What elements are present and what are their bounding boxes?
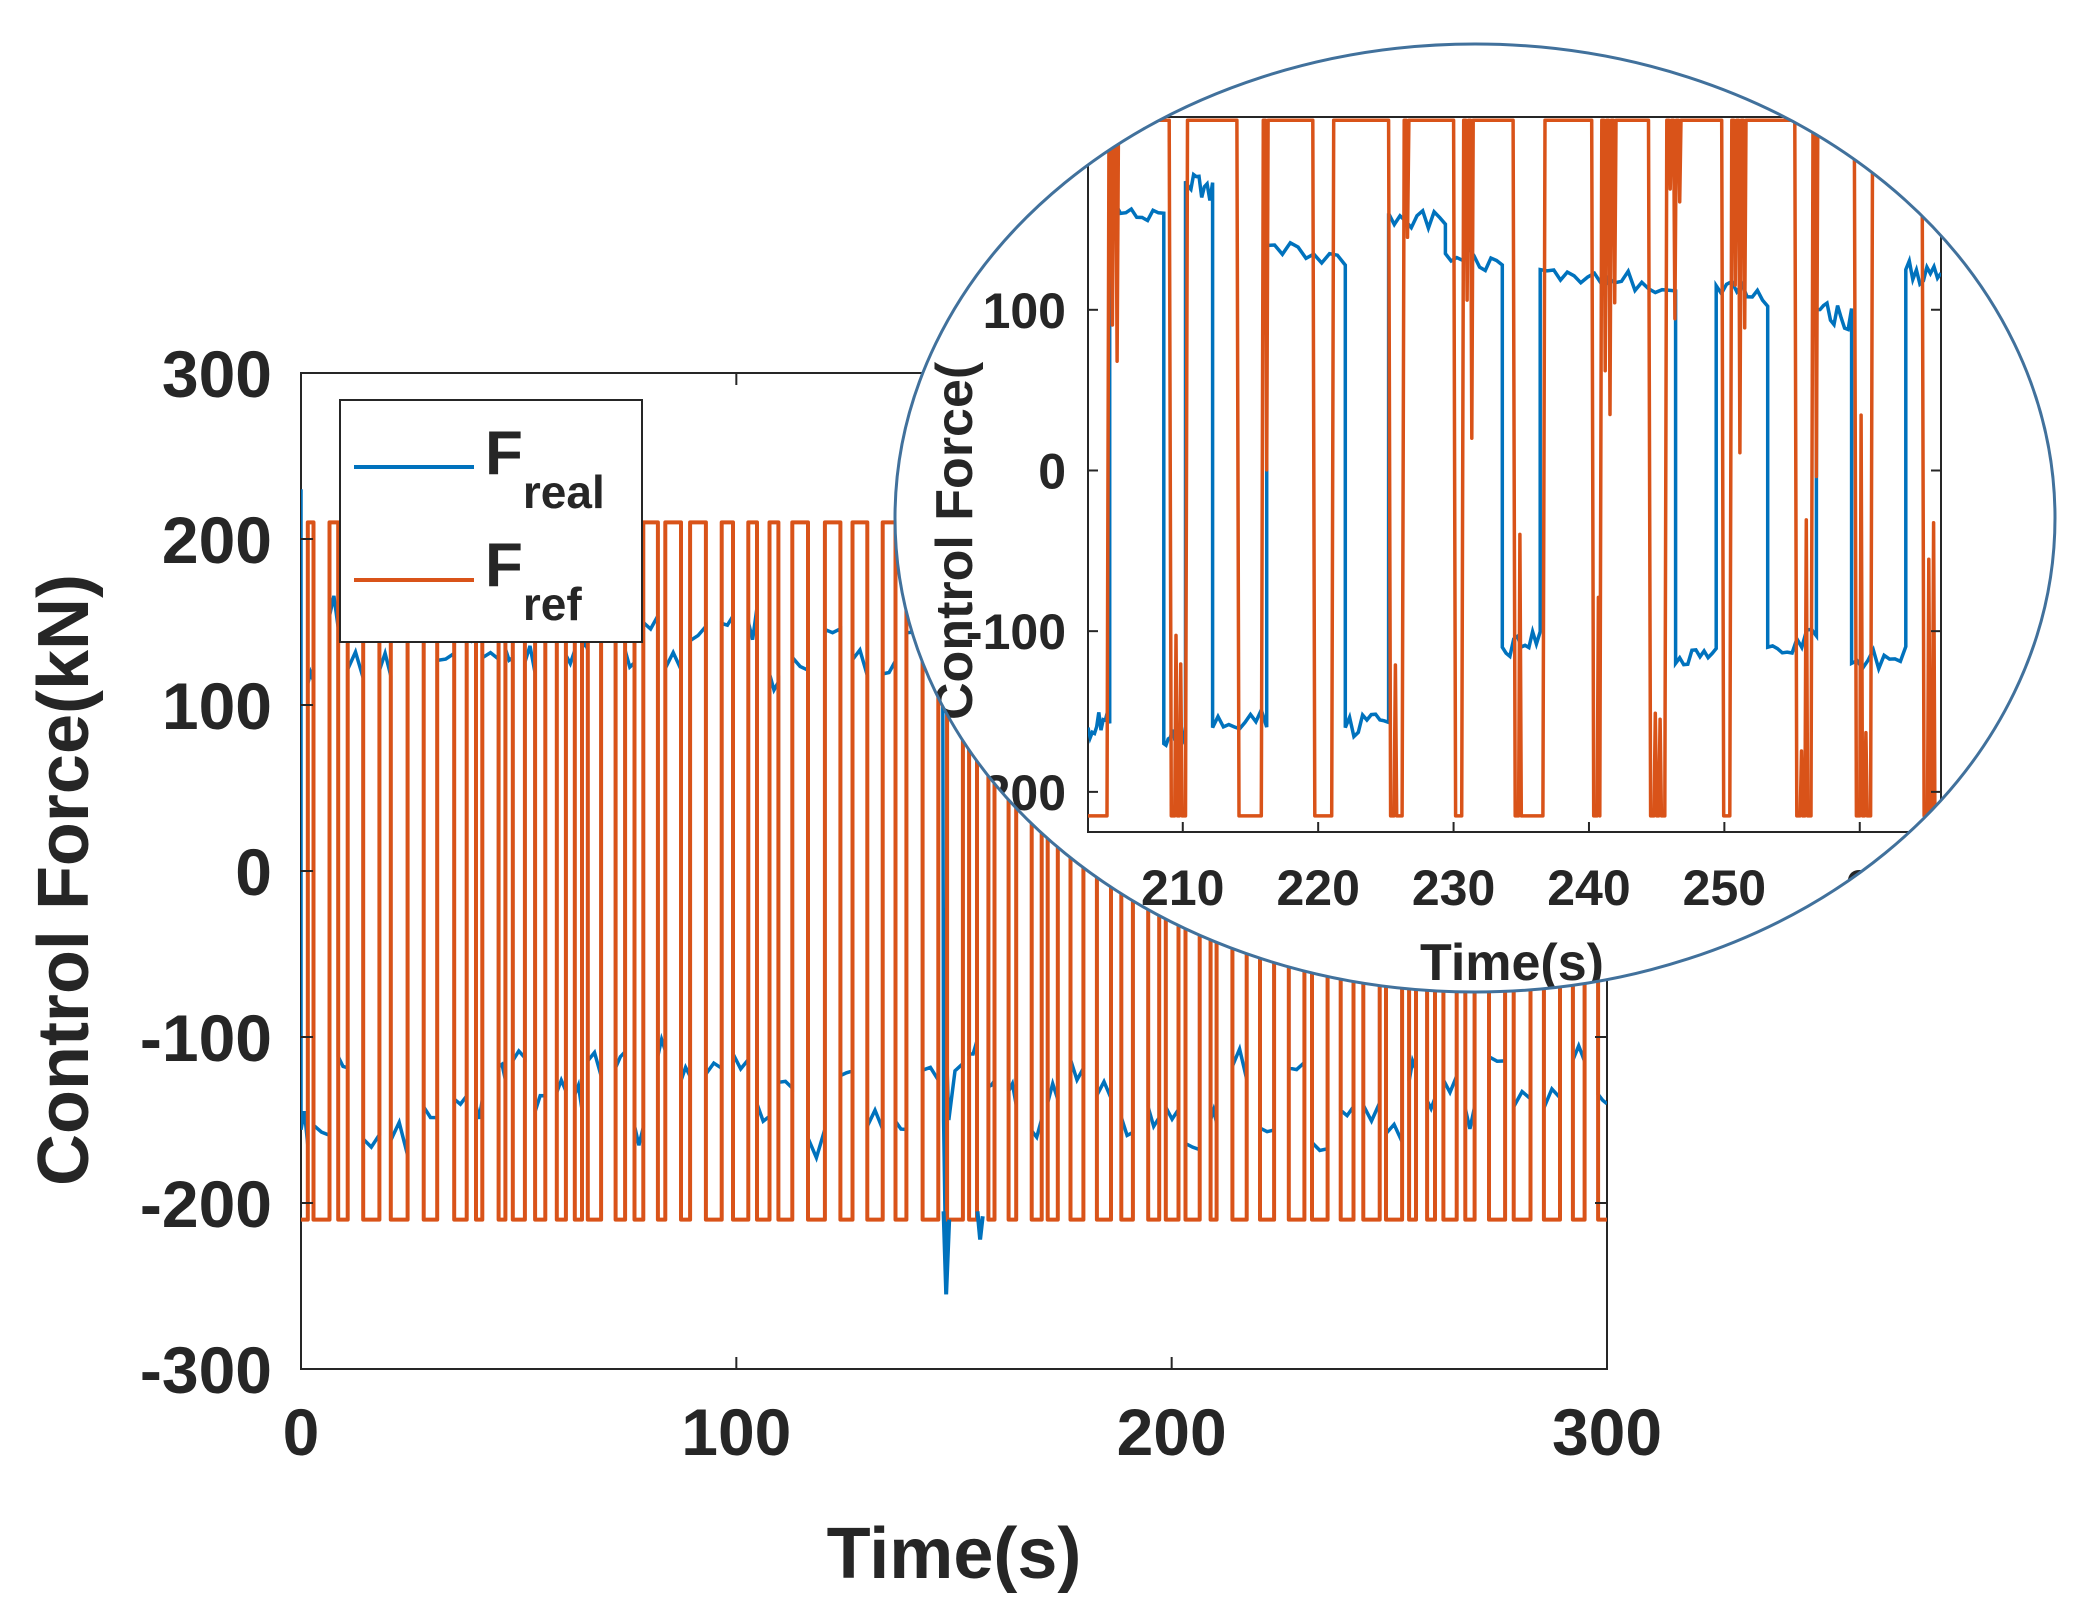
inset-y-tick-label: -100 (966, 604, 1066, 660)
main-x-axis-title: Time(s) (827, 1514, 1082, 1594)
legend-label-ref: Fref (485, 531, 582, 630)
main-x-tick-label: 0 (283, 1395, 320, 1469)
legend: Freal Fref (339, 399, 643, 643)
inset-y-axis-title: Control Force( (926, 361, 984, 720)
inset-y-tick-label: 100 (983, 283, 1066, 339)
main-tick-labels-group: 0 100 200 300 300 200 100 0 -100 -200 -300 (140, 337, 1662, 1469)
legend-label-real-sub: real (523, 466, 605, 518)
inset-y-tick-label: 0 (1038, 443, 1066, 499)
inset-x-tick-label: 250 (1683, 860, 1766, 916)
main-x-tick-label: 200 (1117, 1395, 1227, 1469)
main-x-tick-label: 100 (681, 1395, 791, 1469)
inset-x-axis-title: Time(s) (1420, 934, 1604, 992)
main-x-tick-label: 300 (1552, 1395, 1662, 1469)
legend-box (339, 399, 643, 643)
main-y-tick-label: 300 (162, 337, 272, 411)
inset-series-group (1088, 118, 1941, 818)
main-y-tick-label: 100 (162, 669, 272, 743)
inset-series-ref-line (1088, 118, 1941, 818)
inset-x-tick-label: 240 (1547, 860, 1630, 916)
legend-label-real-main: F (485, 419, 523, 488)
inset-x-tick-label: 2 (1846, 860, 1874, 916)
inset-x-tick-label: 230 (1412, 860, 1495, 916)
main-y-tick-label: 200 (162, 503, 272, 577)
main-y-tick-label: -200 (140, 1167, 272, 1241)
inset-x-tick-label: 220 (1276, 860, 1359, 916)
main-y-tick-label: -300 (140, 1333, 272, 1407)
inset-circle-outline (893, 42, 2057, 994)
main-y-axis-title: Control Force(kN) (24, 574, 104, 1186)
main-y-tick-label: 0 (235, 835, 272, 909)
legend-label-ref-main: F (485, 531, 523, 600)
legend-label-ref-sub: ref (523, 578, 582, 630)
main-y-tick-label: -100 (140, 1001, 272, 1075)
legend-label-real: Freal (485, 419, 605, 518)
main-series-real-spike (941, 1211, 985, 1295)
inset-ticks-group (1088, 308, 1941, 832)
inset-x-tick-label: 210 (1141, 860, 1224, 916)
